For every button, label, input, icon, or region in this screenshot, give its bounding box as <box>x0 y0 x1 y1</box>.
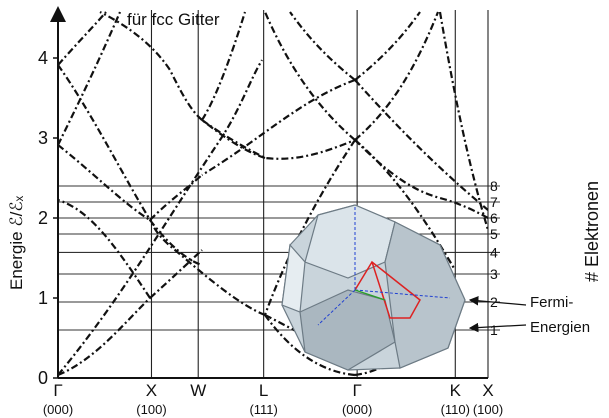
right-axis-label: # Elektronen <box>582 181 602 282</box>
k-point-index: (100) <box>473 402 503 417</box>
k-point-index: (100) <box>136 402 166 417</box>
band-curve <box>201 11 247 121</box>
axes <box>50 6 488 379</box>
band-curve <box>58 144 151 221</box>
bz-symmetry-path <box>354 260 421 319</box>
band-curve <box>149 219 203 267</box>
band-curve <box>58 11 122 146</box>
band-curve <box>354 11 440 141</box>
fermi-arrow-upper <box>468 295 527 306</box>
band-curve <box>354 11 421 81</box>
band-curve <box>264 314 356 377</box>
band-curve <box>58 64 151 221</box>
k-point-label: L <box>259 381 268 400</box>
band-curve <box>201 119 356 160</box>
k-point-index: (111) <box>249 402 277 417</box>
k-point-label: W <box>190 381 206 400</box>
y-tick-labels: 0 1 2 3 4 <box>38 48 58 388</box>
x-tick-labels: Γ (000) X (100) W L (111) Γ (000) K (110) X (100) <box>43 381 503 417</box>
electron-count-label: 7 <box>490 194 498 210</box>
band-curve <box>149 174 203 221</box>
k-point-label: X <box>482 381 493 400</box>
band-curve <box>99 11 203 121</box>
electron-count-label: 4 <box>490 244 498 260</box>
electron-count-label: 1 <box>490 322 498 338</box>
electron-count-label: 6 <box>490 210 498 226</box>
fermi-arrow-lower <box>468 322 527 333</box>
bz-axis-line <box>354 289 451 299</box>
band-curve <box>354 139 488 219</box>
bz-delta-line <box>354 289 386 301</box>
k-point-index: (000) <box>43 402 73 417</box>
band-curve <box>149 249 203 299</box>
k-point-label: K <box>450 381 462 400</box>
band-curve <box>149 219 266 317</box>
band-curve <box>201 78 356 176</box>
band-curve <box>263 139 356 316</box>
title-group: für fcc Gitter <box>127 10 220 29</box>
k-point-index: (000) <box>342 402 372 417</box>
y-tick-label: 4 <box>38 48 48 68</box>
bz-right-hexagon <box>384 221 466 369</box>
band-curve <box>354 79 488 211</box>
band-curve <box>201 119 266 160</box>
band-curve <box>58 198 151 299</box>
y-tick-label: 2 <box>38 208 48 228</box>
bz-axis-line <box>317 289 356 326</box>
k-point-label: X <box>146 381 157 400</box>
k-point-label: Γ <box>53 381 62 400</box>
y-tick-label: 3 <box>38 128 48 148</box>
y-tick-label: 1 <box>38 288 48 308</box>
band-curve <box>58 297 151 377</box>
band-curve <box>58 11 107 66</box>
electron-count-label: 5 <box>490 226 498 242</box>
k-point-label: Γ <box>352 381 361 400</box>
band-curve <box>289 11 356 81</box>
band-curve <box>438 11 488 231</box>
k-point-index: (110) <box>441 402 470 417</box>
band-curve <box>263 11 356 141</box>
y-axis-label: Energie ℰ/ℰₓ <box>7 195 26 290</box>
electron-count-label: 8 <box>490 178 498 194</box>
y-tick-label: 0 <box>38 368 48 388</box>
electron-count-label: 3 <box>490 266 498 282</box>
fermi-arrows <box>468 295 527 333</box>
fermi-label-line2: Energien <box>530 319 590 336</box>
fermi-label-line1: Fermi- <box>530 294 573 311</box>
brillouin-zone-illustration <box>281 204 466 371</box>
diagram-title: für fcc Gitter <box>127 10 220 29</box>
